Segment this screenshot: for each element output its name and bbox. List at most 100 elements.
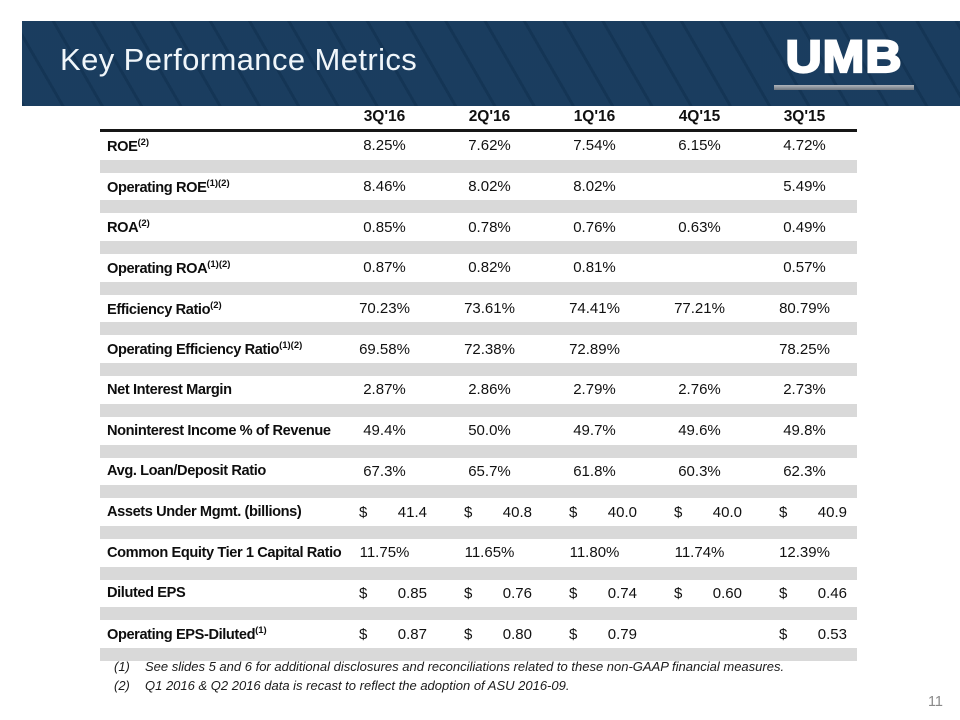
metric-value-cell: 0.49% bbox=[783, 218, 826, 236]
value-text: 0.74 bbox=[607, 584, 637, 602]
metric-value-cell: $0.79 bbox=[542, 626, 647, 643]
metric-value-cell: 7.62% bbox=[468, 137, 511, 155]
table-row: Operating ROA(1)(2) 0.87% 0.82% 0.81% 0.57% bbox=[100, 254, 857, 295]
metric-value-cell: 78.25% bbox=[779, 340, 830, 358]
metric-value-cell: $40.8 bbox=[437, 504, 542, 521]
money-value: $0.87 bbox=[359, 626, 427, 643]
metric-value-cell: 74.41% bbox=[569, 300, 620, 318]
footnote-ref: (1)(2) bbox=[206, 177, 230, 189]
metric-label: Net Interest Margin bbox=[107, 381, 232, 398]
money-value: $40.8 bbox=[464, 504, 532, 521]
table-header-row: 3Q'16 2Q'16 1Q'16 4Q'15 3Q'15 bbox=[100, 108, 857, 132]
metric-label: Efficiency Ratio(2) bbox=[107, 299, 222, 318]
value-text: 0.80 bbox=[502, 625, 532, 643]
footnote-text: Q1 2016 & Q2 2016 data is recast to refl… bbox=[145, 677, 570, 693]
metric-value-cell: 8.02% bbox=[573, 178, 616, 196]
metric-value-cell: 5.49% bbox=[783, 178, 826, 196]
dollar-sign: $ bbox=[569, 584, 578, 602]
table-row: Common Equity Tier 1 Capital Ratio 11.75%… bbox=[100, 539, 857, 580]
metric-value-cell: $0.74 bbox=[542, 585, 647, 602]
value-text: 40.9 bbox=[817, 503, 847, 521]
footnote-ref: (1)(2) bbox=[279, 340, 303, 352]
row-separator-band bbox=[100, 200, 857, 214]
metric-value-cell: 61.8% bbox=[573, 462, 616, 480]
value-text: 0.85 bbox=[397, 584, 427, 602]
metric-value-cell: $40.9 bbox=[752, 504, 857, 521]
metric-label: Diluted EPS bbox=[107, 585, 186, 602]
row-separator-band bbox=[100, 444, 857, 458]
column-header: 3Q'15 bbox=[783, 108, 826, 125]
metric-value-cell: 49.7% bbox=[573, 422, 616, 440]
metric-label: ROE(2) bbox=[107, 136, 150, 155]
row-separator-band bbox=[100, 647, 857, 661]
column-header: 4Q'15 bbox=[678, 108, 721, 125]
metrics-table: 3Q'16 2Q'16 1Q'16 4Q'15 3Q'15 ROE(2) 8.25% 7.6… bbox=[100, 108, 857, 661]
table-row: ROA(2) 0.85% 0.78% 0.76% 0.63% 0.49% bbox=[100, 213, 857, 255]
metric-value-cell: 2.87% bbox=[363, 381, 406, 399]
dollar-sign: $ bbox=[569, 625, 578, 643]
table-row: Operating Efficiency Ratio(1)(2) 69.58% 72… bbox=[100, 335, 857, 377]
money-value: $40.0 bbox=[674, 504, 742, 521]
footnote-marker: (2) bbox=[114, 677, 130, 693]
metric-value-cell: 72.89% bbox=[569, 340, 620, 358]
table-row: ROE(2) 8.25% 7.62% 7.54% 6.15% 4.72% bbox=[100, 132, 857, 173]
metric-value-cell: 49.4% bbox=[363, 422, 406, 440]
metric-value-cell: 12.39% bbox=[779, 544, 830, 562]
metric-value-cell: 8.25% bbox=[363, 137, 406, 155]
row-separator-band bbox=[100, 159, 857, 173]
metric-row: ROA(2) 0.85% 0.78% 0.76% 0.63% 0.49% bbox=[100, 213, 857, 241]
metric-value-cell: 0.78% bbox=[468, 218, 511, 236]
money-value: $40.0 bbox=[569, 504, 637, 521]
footnote-ref: (2) bbox=[138, 218, 150, 230]
metric-row: Avg. Loan/Deposit Ratio 67.3% 65.7% 61.8% 60… bbox=[100, 458, 857, 486]
money-value: $0.85 bbox=[359, 585, 427, 602]
metric-value-cell: 11.74% bbox=[674, 544, 725, 562]
row-separator-band bbox=[100, 281, 857, 295]
metric-label: Operating ROE(1)(2) bbox=[107, 177, 230, 196]
footnote-text: See slides 5 and 6 for additional disclo… bbox=[145, 659, 785, 674]
metric-value-cell: 0.82% bbox=[468, 259, 511, 277]
value-text: 40.0 bbox=[607, 503, 637, 521]
metric-row: Common Equity Tier 1 Capital Ratio 11.75%… bbox=[100, 539, 857, 567]
metric-label: Operating EPS-Diluted(1) bbox=[107, 625, 267, 644]
title-banner: Key Performance Metrics UMB bbox=[22, 21, 960, 106]
metric-value-cell: $0.60 bbox=[647, 585, 752, 602]
metric-value-cell: $41.4 bbox=[332, 504, 437, 521]
dollar-sign: $ bbox=[464, 503, 473, 521]
footnote-ref: (2) bbox=[137, 136, 150, 148]
value-text: 41.4 bbox=[397, 503, 427, 521]
value-text: 40.0 bbox=[712, 503, 742, 521]
value-text: 0.46 bbox=[817, 584, 847, 602]
dollar-sign: $ bbox=[359, 503, 368, 521]
metric-value-cell: 70.23% bbox=[359, 300, 410, 318]
metric-value-cell: 62.3% bbox=[783, 462, 826, 480]
metric-value-cell: 7.54% bbox=[573, 137, 616, 155]
table-row: Operating EPS-Diluted(1) $0.87 $0.80 $0.79 $… bbox=[100, 620, 857, 661]
metric-value-cell: 11.80% bbox=[569, 544, 620, 562]
metric-value-cell: 0.57% bbox=[783, 259, 826, 277]
footnote-ref: (1)(2) bbox=[207, 258, 231, 270]
metric-value-cell: 2.73% bbox=[783, 381, 826, 399]
metric-row: Net Interest Margin 2.87% 2.86% 2.79% 2.76% 2… bbox=[100, 376, 857, 404]
row-separator-band bbox=[100, 566, 857, 580]
value-text: 0.87 bbox=[397, 625, 427, 643]
metric-value-cell: 73.61% bbox=[464, 300, 515, 318]
dollar-sign: $ bbox=[779, 625, 788, 643]
metric-row: Operating ROA(1)(2) 0.87% 0.82% 0.81% 0.57% bbox=[100, 254, 857, 282]
row-separator-band bbox=[100, 485, 857, 499]
dollar-sign: $ bbox=[779, 503, 788, 521]
money-value: $0.74 bbox=[569, 585, 637, 602]
money-value: $0.76 bbox=[464, 585, 532, 602]
metric-value-cell: 49.6% bbox=[678, 422, 721, 440]
row-separator-band bbox=[100, 322, 857, 336]
metric-value-cell: $0.85 bbox=[332, 585, 437, 602]
metric-row: Assets Under Mgmt. (billions) $41.4 $40.8 $… bbox=[100, 498, 857, 526]
table-row: Operating ROE(1)(2) 8.46% 8.02% 8.02% 5.49% bbox=[100, 173, 857, 214]
metric-row: ROE(2) 8.25% 7.62% 7.54% 6.15% 4.72% bbox=[100, 132, 857, 160]
metric-value-cell: $40.0 bbox=[542, 504, 647, 521]
money-value: $0.79 bbox=[569, 626, 637, 643]
metric-value-cell: 72.38% bbox=[464, 340, 515, 358]
dollar-sign: $ bbox=[674, 503, 683, 521]
column-header: 2Q'16 bbox=[468, 108, 511, 125]
